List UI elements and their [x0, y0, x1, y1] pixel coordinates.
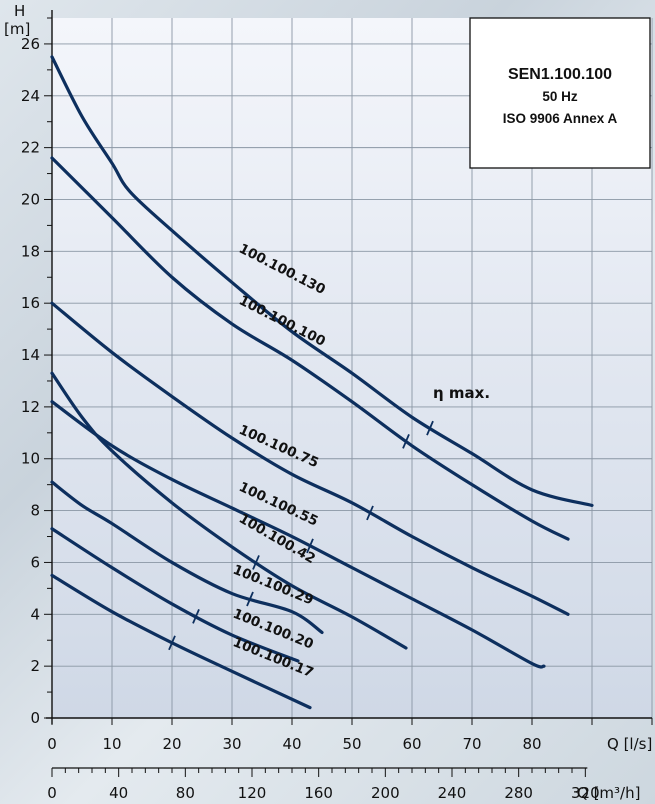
- x2-tick-label: 120: [238, 784, 267, 802]
- y-tick-label: 4: [30, 605, 40, 623]
- curve-100-100-42: [50, 371, 408, 650]
- x2-tick-label: 160: [304, 784, 333, 802]
- curve-100-100-55: [50, 400, 546, 669]
- x-tick-label: 0: [47, 735, 57, 753]
- y-tick-label: 12: [21, 398, 40, 416]
- info-box-standard: ISO 9906 Annex A: [503, 111, 618, 126]
- y-tick-label: 20: [21, 190, 40, 208]
- eta-max-annotation: η max.: [433, 384, 490, 402]
- info-box-frequency: 50 Hz: [542, 89, 578, 104]
- x-tick-label: 40: [282, 735, 301, 753]
- x2-tick-label: 0: [47, 784, 57, 802]
- y-tick-label: 0: [30, 709, 40, 727]
- y-tick-label: 22: [21, 139, 40, 157]
- curve-100-100-75: [50, 301, 570, 616]
- x-tick-label: 30: [222, 735, 241, 753]
- eta-max-marker: [246, 591, 254, 607]
- curve-100-100-20: [50, 527, 300, 663]
- x2-tick-label: 40: [109, 784, 128, 802]
- y-tick-label: 26: [21, 35, 40, 53]
- x2-tick-label: 320: [571, 784, 600, 802]
- x-tick-label: 10: [102, 735, 121, 753]
- y-tick-label: 16: [21, 294, 40, 312]
- info-box-title: SEN1.100.100: [508, 66, 612, 83]
- info-box: SEN1.100.100 50 Hz ISO 9906 Annex A: [469, 17, 651, 169]
- curve-100-100-29: [50, 480, 324, 635]
- x2-axis-title: Q [m³/h]: [577, 784, 640, 802]
- eta-max-marker: [402, 434, 410, 449]
- curve-100-100-130: [50, 55, 594, 508]
- y-tick-label: 24: [21, 87, 40, 105]
- y-tick-label: 18: [21, 242, 40, 260]
- eta-max-marker: [306, 538, 314, 554]
- y-axis-title-line1: H: [14, 2, 25, 20]
- x-tick-label: 70: [462, 735, 481, 753]
- x-tick-label: 60: [402, 735, 421, 753]
- y-axis-title-line2: [m]: [4, 20, 30, 38]
- curve-100-100-100: [50, 156, 570, 541]
- x-tick-label: 50: [342, 735, 361, 753]
- y-tick-label: 8: [30, 502, 40, 520]
- y-tick-label: 14: [21, 346, 40, 364]
- eta-max-marker: [366, 505, 374, 521]
- eta-max-marker: [252, 555, 260, 570]
- y-tick-label: 2: [30, 657, 40, 675]
- eta-max-marker: [192, 609, 200, 624]
- y-tick-label: 10: [21, 450, 40, 468]
- x-axis-title: Q [l/s]: [607, 735, 652, 753]
- x-tick-label: 20: [162, 735, 181, 753]
- y-tick-label: 6: [30, 553, 40, 571]
- x2-tick-label: 280: [504, 784, 533, 802]
- x2-tick-label: 200: [371, 784, 400, 802]
- eta-max-marker: [426, 420, 434, 436]
- x2-tick-label: 240: [438, 784, 467, 802]
- eta-max-marker: [168, 635, 176, 651]
- x-tick-label: 80: [522, 735, 541, 753]
- x2-tick-label: 80: [176, 784, 195, 802]
